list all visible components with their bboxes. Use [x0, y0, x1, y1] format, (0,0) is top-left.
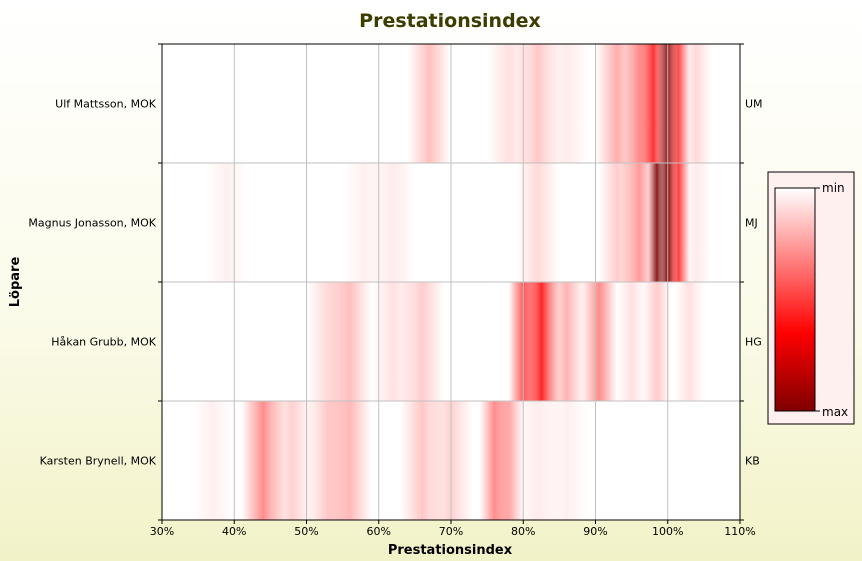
chart-title: Prestationsindex	[359, 10, 541, 32]
x-tick-label: 110%	[724, 525, 755, 538]
row-label: Magnus Jonasson, MOK	[28, 217, 156, 230]
row-abbr-label: KB	[745, 455, 760, 468]
plot-border	[161, 43, 741, 521]
heat-band	[682, 44, 712, 163]
heat-band	[682, 163, 712, 282]
row-label: Håkan Grubb, MOK	[51, 336, 157, 349]
row-abbr-label: HG	[745, 336, 762, 349]
heat-band	[371, 163, 415, 282]
row-abbr-label: MJ	[745, 217, 758, 230]
heat-band	[581, 282, 618, 401]
heat-band	[328, 401, 372, 520]
x-tick-label: 100%	[652, 525, 683, 538]
y-axis-label: Löpare	[8, 257, 23, 308]
x-tick-label: 80%	[511, 525, 535, 538]
x-axis-label: Prestationsindex	[388, 543, 513, 558]
heat-band	[328, 282, 372, 401]
x-tick-label: 50%	[294, 525, 318, 538]
row-label: Ulf Mattsson, MOK	[55, 98, 157, 111]
heatmap-row	[407, 44, 712, 163]
heat-band	[642, 282, 672, 401]
color-legend: min max	[767, 171, 855, 425]
heat-band	[544, 44, 589, 163]
heatmap-row	[205, 163, 712, 282]
legend-color-scale	[774, 187, 816, 412]
heatmap-row	[190, 401, 589, 520]
row-label: Karsten Brynell, MOK	[40, 455, 157, 468]
heat-band	[548, 282, 585, 401]
x-tick-label: 30%	[150, 525, 174, 538]
plot-area: 30% 40% 50% 60% 70% 80% 90% 100% 110% Ulf Mattsso…	[28, 43, 763, 538]
heat-band	[544, 401, 589, 520]
x-tick-label: 90%	[583, 525, 607, 538]
legend-max-label: max	[822, 405, 848, 419]
heat-band	[674, 282, 704, 401]
legend-min-label: min	[822, 181, 845, 195]
x-tick-label: 40%	[222, 525, 246, 538]
heat-band	[617, 282, 647, 401]
x-tick-label: 60%	[367, 525, 391, 538]
row-abbr-label: UM	[745, 98, 763, 111]
heat-band	[190, 401, 235, 520]
heat-band	[407, 44, 451, 163]
heat-band	[400, 282, 444, 401]
x-tick-label: 70%	[439, 525, 463, 538]
heat-band	[205, 163, 249, 282]
heat-band	[516, 163, 560, 282]
